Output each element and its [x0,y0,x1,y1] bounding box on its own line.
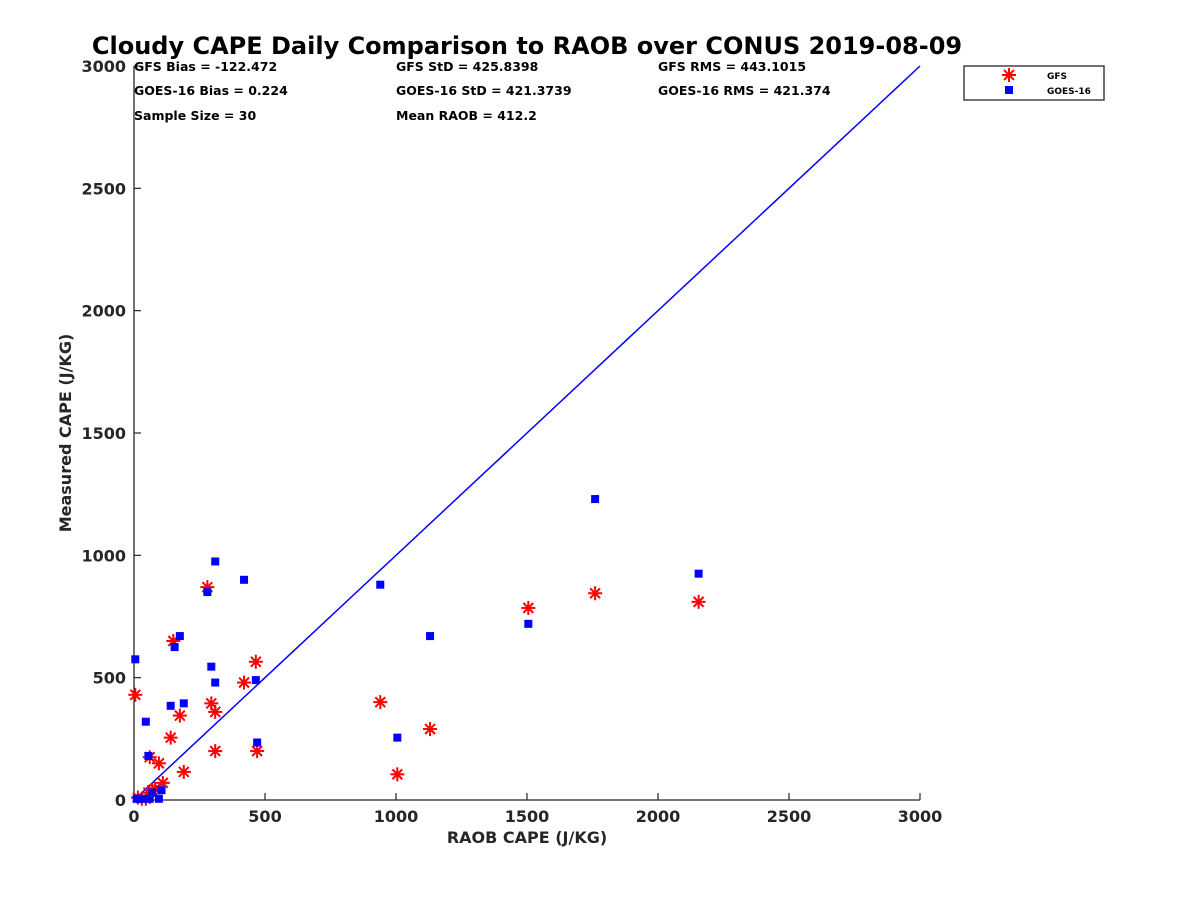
gfs-point [208,704,223,719]
gfs-point [521,600,536,615]
goes16-point [148,788,157,797]
y-tick-label: 1500 [81,424,126,443]
gfs-point [176,764,191,779]
goes16-point [694,569,703,578]
legend-goes-marker [1005,86,1013,94]
legend: GFS GOES-16 [963,65,1105,101]
x-tick-label: 1000 [374,807,419,826]
goes16-point [426,632,435,641]
goes16-point [139,794,148,803]
goes16-point [253,738,262,747]
stat-sample-size: Sample Size = 30 [134,108,256,123]
goes16-point [376,580,385,589]
gfs-point [373,695,388,710]
goes16-point [207,662,216,671]
gfs-point [172,708,187,723]
x-tick-label: 2500 [767,807,812,826]
gfs-point [163,730,178,745]
stat-goes-std: GOES-16 StD = 421.3739 [396,83,572,98]
goes16-point [170,643,179,652]
stats-annotations: GFS Bias = -122.472 GFS StD = 425.8398 G… [134,59,831,123]
y-tick-label: 1000 [81,546,126,565]
x-axis-label: RAOB CAPE (J/KG) [447,828,607,847]
legend-gfs-marker [1002,68,1016,82]
goes16-point [154,794,163,803]
goes16-point [145,794,154,803]
y-tick-label: 2000 [81,302,126,321]
goes16-point [240,575,249,584]
goes16-point [175,632,184,641]
y-tick-label: 2500 [81,179,126,198]
gfs-point [128,687,143,702]
goes16-point [157,786,166,795]
stat-gfs-rms: GFS RMS = 443.1015 [658,59,806,74]
goes16-point [524,619,533,628]
gfs-point [588,586,603,601]
x-tick-label: 1500 [505,807,550,826]
y-tick-label: 0 [115,791,126,810]
goes16-point [144,751,153,760]
x-tick-label: 3000 [898,807,943,826]
goes16-point [591,495,600,504]
stat-gfs-bias: GFS Bias = -122.472 [134,59,277,74]
x-tick-label: 2000 [636,807,681,826]
stat-mean-raob: Mean RAOB = 412.2 [396,108,537,123]
gfs-legend-asterisk [1002,68,1016,82]
stat-goes-rms: GOES-16 RMS = 421.374 [658,83,831,98]
x-tick-label: 0 [128,807,139,826]
goes16-point [211,678,220,687]
data-marks [128,495,706,806]
goes16-point [203,588,212,597]
goes16-point [179,699,188,708]
gfs-point [691,594,706,609]
one-to-one-line [133,65,921,801]
goes16-point [131,655,140,664]
gfs-point [423,722,438,737]
gfs-point [390,767,405,782]
stat-goes-bias: GOES-16 Bias = 0.224 [134,83,288,98]
goes16-point [211,557,220,566]
legend-gfs-label: GFS [1047,72,1067,82]
tick-group: 0 500 1000 1500 2000 2500 3000 0 500 1000 1500 2000… [81,57,942,826]
series-goes16 [131,495,703,803]
y-tick-label: 500 [93,669,126,688]
chart-title: Cloudy CAPE Daily Comparison to RAOB ove… [92,32,962,60]
stat-gfs-std: GFS StD = 425.8398 [396,59,538,74]
legend-box [963,65,1105,101]
goes16-point [251,676,260,685]
goes16-point [166,701,175,710]
goes16-point [393,733,402,742]
gfs-point [208,744,223,759]
gfs-point [237,675,252,690]
y-axis-label: Measured CAPE (J/KG) [56,334,75,533]
series-gfs [128,580,706,806]
gfs-point [151,756,166,771]
goes16-point [141,717,150,726]
x-tick-label: 500 [248,807,281,826]
gfs-point [248,654,263,669]
y-tick-label: 3000 [81,57,126,76]
legend-goes-label: GOES-16 [1047,87,1091,97]
